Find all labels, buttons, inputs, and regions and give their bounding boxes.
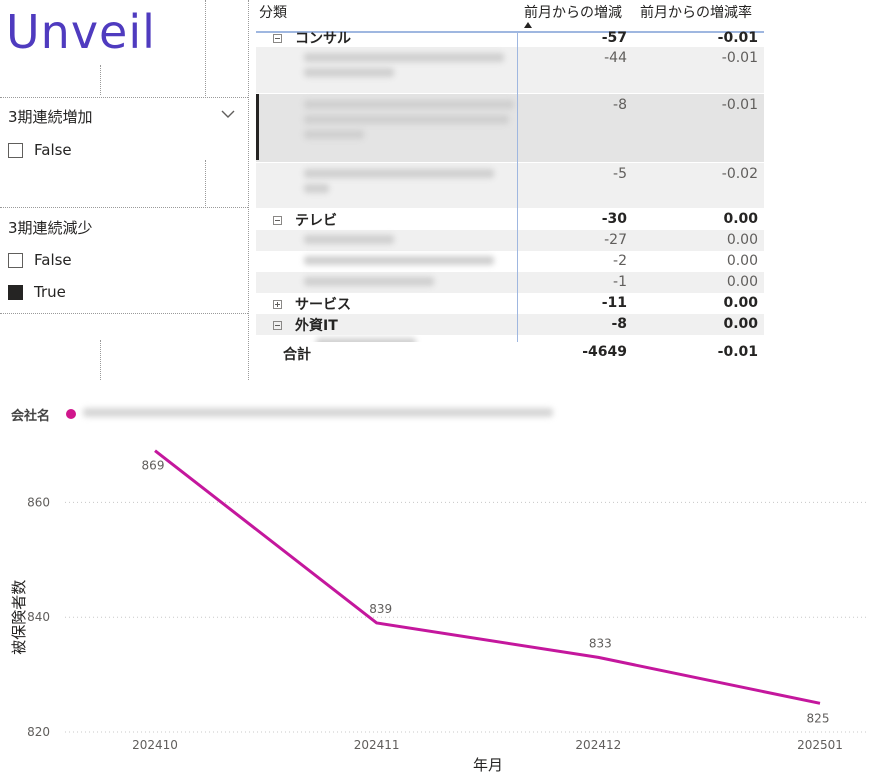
x-axis-title: 年月 <box>473 756 503 774</box>
cell-rate: -0.02 <box>721 166 758 182</box>
table-row[interactable]: -27 0.00 <box>256 230 764 251</box>
legend-marker[interactable] <box>66 409 76 419</box>
y-tick-label: 860 <box>27 495 50 509</box>
cell-change: -27 <box>604 232 627 248</box>
row-header: 外資IT <box>273 315 338 335</box>
total-rate: -0.01 <box>717 344 758 360</box>
redacted-legend-entry[interactable] <box>83 405 553 419</box>
y-tick-label: 840 <box>27 610 50 624</box>
redacted-company-name <box>304 47 516 83</box>
cell-rate: 0.00 <box>726 253 758 269</box>
visual-border <box>100 65 102 95</box>
matrix-table: 分類 前月からの増減 前月からの増減率 コンサル -57 -0.01 -44 -… <box>256 0 764 370</box>
table-row[interactable]: -2 0.00 <box>256 251 764 272</box>
option-label: False <box>34 251 72 269</box>
total-row: 合計 -4649 -0.01 <box>256 342 764 364</box>
x-tick-label: 202412 <box>575 738 621 752</box>
visual-border <box>205 160 207 208</box>
y-axis-title: 被保険者数 <box>10 580 28 655</box>
x-tick-label: 202501 <box>797 738 843 752</box>
cell-change: -8 <box>611 316 627 332</box>
series-line <box>154 449 821 705</box>
cell-change: -11 <box>601 295 627 311</box>
table-row[interactable]: コンサル -57 -0.01 <box>256 29 764 47</box>
data-label: 869 <box>142 459 165 473</box>
redacted-company-name <box>304 250 516 271</box>
expand-icon[interactable] <box>273 299 282 309</box>
redacted-company-name <box>304 229 516 250</box>
chevron-down-icon[interactable] <box>220 106 236 122</box>
cell-change: -2 <box>613 253 627 269</box>
collapse-icon[interactable] <box>273 33 282 43</box>
slicer-option-true[interactable]: True <box>8 283 66 301</box>
collapse-icon[interactable] <box>273 215 282 225</box>
x-tick-label: 202410 <box>132 738 178 752</box>
visual-border <box>100 340 102 380</box>
cell-rate: 0.00 <box>723 295 758 311</box>
legend-title: 会社名 <box>11 409 51 424</box>
cell-change: -57 <box>601 30 627 46</box>
table-row[interactable]: -44 -0.01 <box>256 47 764 93</box>
table-row[interactable]: -8 -0.01 <box>256 94 764 162</box>
cell-rate: -0.01 <box>717 30 758 46</box>
table-row[interactable]: -1 0.00 <box>256 272 764 293</box>
row-selection-indicator <box>256 94 259 160</box>
cell-rate: 0.00 <box>723 316 758 332</box>
checkbox-checked[interactable] <box>8 284 23 300</box>
collapse-icon[interactable] <box>273 320 282 330</box>
table-row[interactable]: テレビ -30 0.00 <box>256 210 764 230</box>
cell-change: -8 <box>613 97 627 113</box>
option-label: False <box>34 141 72 159</box>
visual-border <box>205 0 207 96</box>
cell-change: -5 <box>613 166 627 182</box>
x-tick-label: 202411 <box>354 738 400 752</box>
table-row[interactable]: サービス -11 0.00 <box>256 293 764 314</box>
row-header: テレビ <box>273 210 337 230</box>
cut-off-row <box>256 335 764 343</box>
total-label: 合計 <box>283 347 311 363</box>
visual-border <box>0 207 248 209</box>
cell-rate: 0.00 <box>723 211 758 227</box>
slicer-title-increase: 3期連続増加 <box>8 108 93 126</box>
data-label: 833 <box>589 636 612 650</box>
table-row[interactable]: -5 -0.02 <box>256 163 764 208</box>
sort-desc-icon[interactable] <box>524 22 532 28</box>
column-header-change-rate[interactable]: 前月からの増減率 <box>640 5 752 21</box>
checkbox[interactable] <box>8 252 23 268</box>
cell-rate: -0.01 <box>721 50 758 66</box>
redacted-company-name <box>304 271 516 292</box>
table-row[interactable]: 外資IT -8 0.00 <box>256 314 764 335</box>
cell-change: -44 <box>604 50 627 66</box>
app-logo: Unveil <box>6 5 156 59</box>
data-label: 839 <box>369 602 392 616</box>
option-label: True <box>34 283 66 301</box>
row-header: サービス <box>273 294 351 314</box>
visual-border <box>0 313 248 315</box>
total-change: -4649 <box>582 344 627 360</box>
data-label: 825 <box>807 711 830 725</box>
cell-rate: 0.00 <box>726 232 758 248</box>
column-header-change[interactable]: 前月からの増減 <box>524 5 622 21</box>
slicer-option-false[interactable]: False <box>8 251 72 269</box>
cell-change: -30 <box>601 211 627 227</box>
cell-change: -1 <box>613 274 627 290</box>
checkbox[interactable] <box>8 142 23 158</box>
line-chart: 820 840 860 202410 202411 202412 202501 年月 被保険者数… <box>10 449 868 774</box>
visual-border <box>0 97 248 99</box>
redacted-company-name <box>304 163 516 199</box>
y-tick-label: 820 <box>27 725 50 739</box>
row-header: コンサル <box>273 28 351 48</box>
column-header-category[interactable]: 分類 <box>259 5 287 21</box>
cell-rate: 0.00 <box>726 274 758 290</box>
slicer-title-decrease: 3期連続減少 <box>8 219 93 237</box>
redacted-company-name <box>304 94 516 145</box>
visual-border <box>248 0 250 380</box>
cell-rate: -0.01 <box>721 97 758 113</box>
slicer-option-false[interactable]: False <box>8 141 72 159</box>
